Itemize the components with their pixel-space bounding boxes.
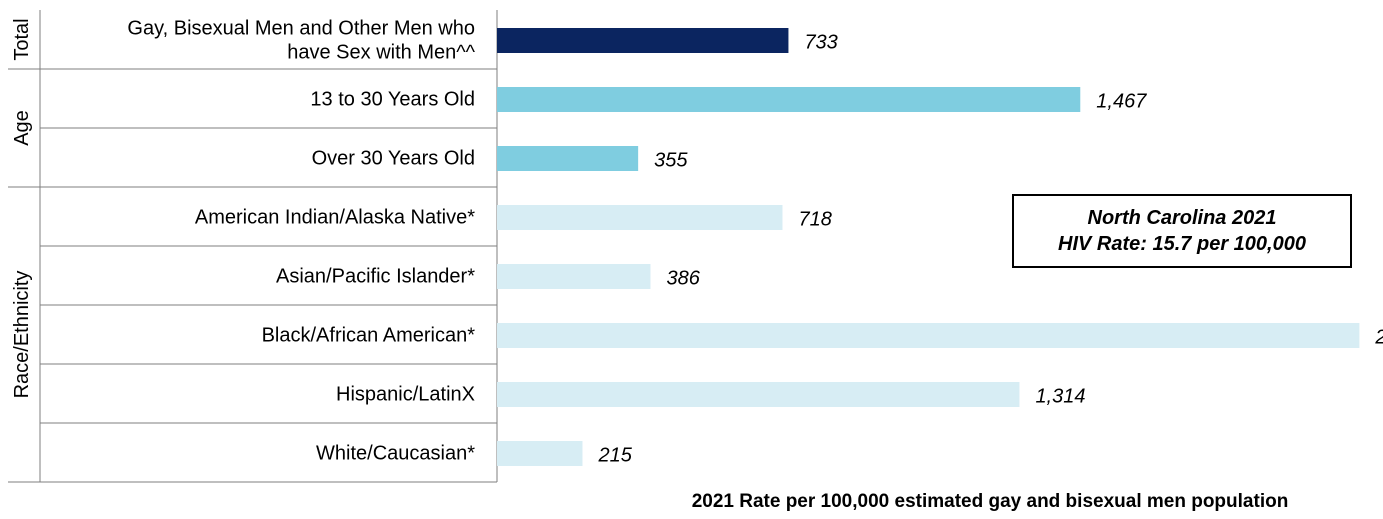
value-label: 355 <box>654 150 688 172</box>
bars: 733 1,467 355 718 386 2,169 1,314 215 <box>497 28 1383 467</box>
bar <box>497 87 1081 112</box>
value-label: 733 <box>804 32 837 54</box>
value-label: 215 <box>597 445 632 467</box>
bar <box>497 205 783 230</box>
category-label: have Sex with Men^^ <box>287 42 475 64</box>
category-label: White/Caucasian* <box>316 443 475 465</box>
value-label: 1,314 <box>1035 386 1085 408</box>
category-frame <box>8 10 498 483</box>
callout-line-2: HIV Rate: 15.7 per 100,000 <box>1058 233 1306 255</box>
category-label: 13 to 30 Years Old <box>310 89 475 111</box>
category-label: American Indian/Alaska Native* <box>195 207 475 229</box>
category-label: Asian/Pacific Islander* <box>276 266 475 288</box>
category-labels: Gay, Bisexual Men and Other Men whohave … <box>11 18 476 465</box>
value-label: 386 <box>666 268 700 290</box>
group-label: Total <box>11 18 33 60</box>
bar <box>497 264 651 289</box>
bar <box>497 441 583 466</box>
group-label: Age <box>11 110 33 146</box>
callout-line-1: North Carolina 2021 <box>1087 207 1277 229</box>
value-label: 718 <box>798 209 831 231</box>
value-label: 1,467 <box>1096 91 1147 113</box>
category-label: Gay, Bisexual Men and Other Men who <box>127 18 475 40</box>
bar <box>497 146 639 171</box>
x-axis-label: 2021 Rate per 100,000 estimated gay and … <box>692 491 1289 512</box>
category-label: Over 30 Years Old <box>312 148 475 170</box>
category-label: Black/African American* <box>262 325 476 347</box>
value-label: 2,169 <box>1374 327 1383 349</box>
bar <box>497 382 1020 407</box>
group-label: Race/Ethnicity <box>11 271 33 399</box>
bar <box>497 28 789 53</box>
bar <box>497 323 1360 348</box>
state-rate-callout: North Carolina 2021 HIV Rate: 15.7 per 1… <box>1012 194 1352 268</box>
category-label: Hispanic/LatinX <box>336 384 475 406</box>
